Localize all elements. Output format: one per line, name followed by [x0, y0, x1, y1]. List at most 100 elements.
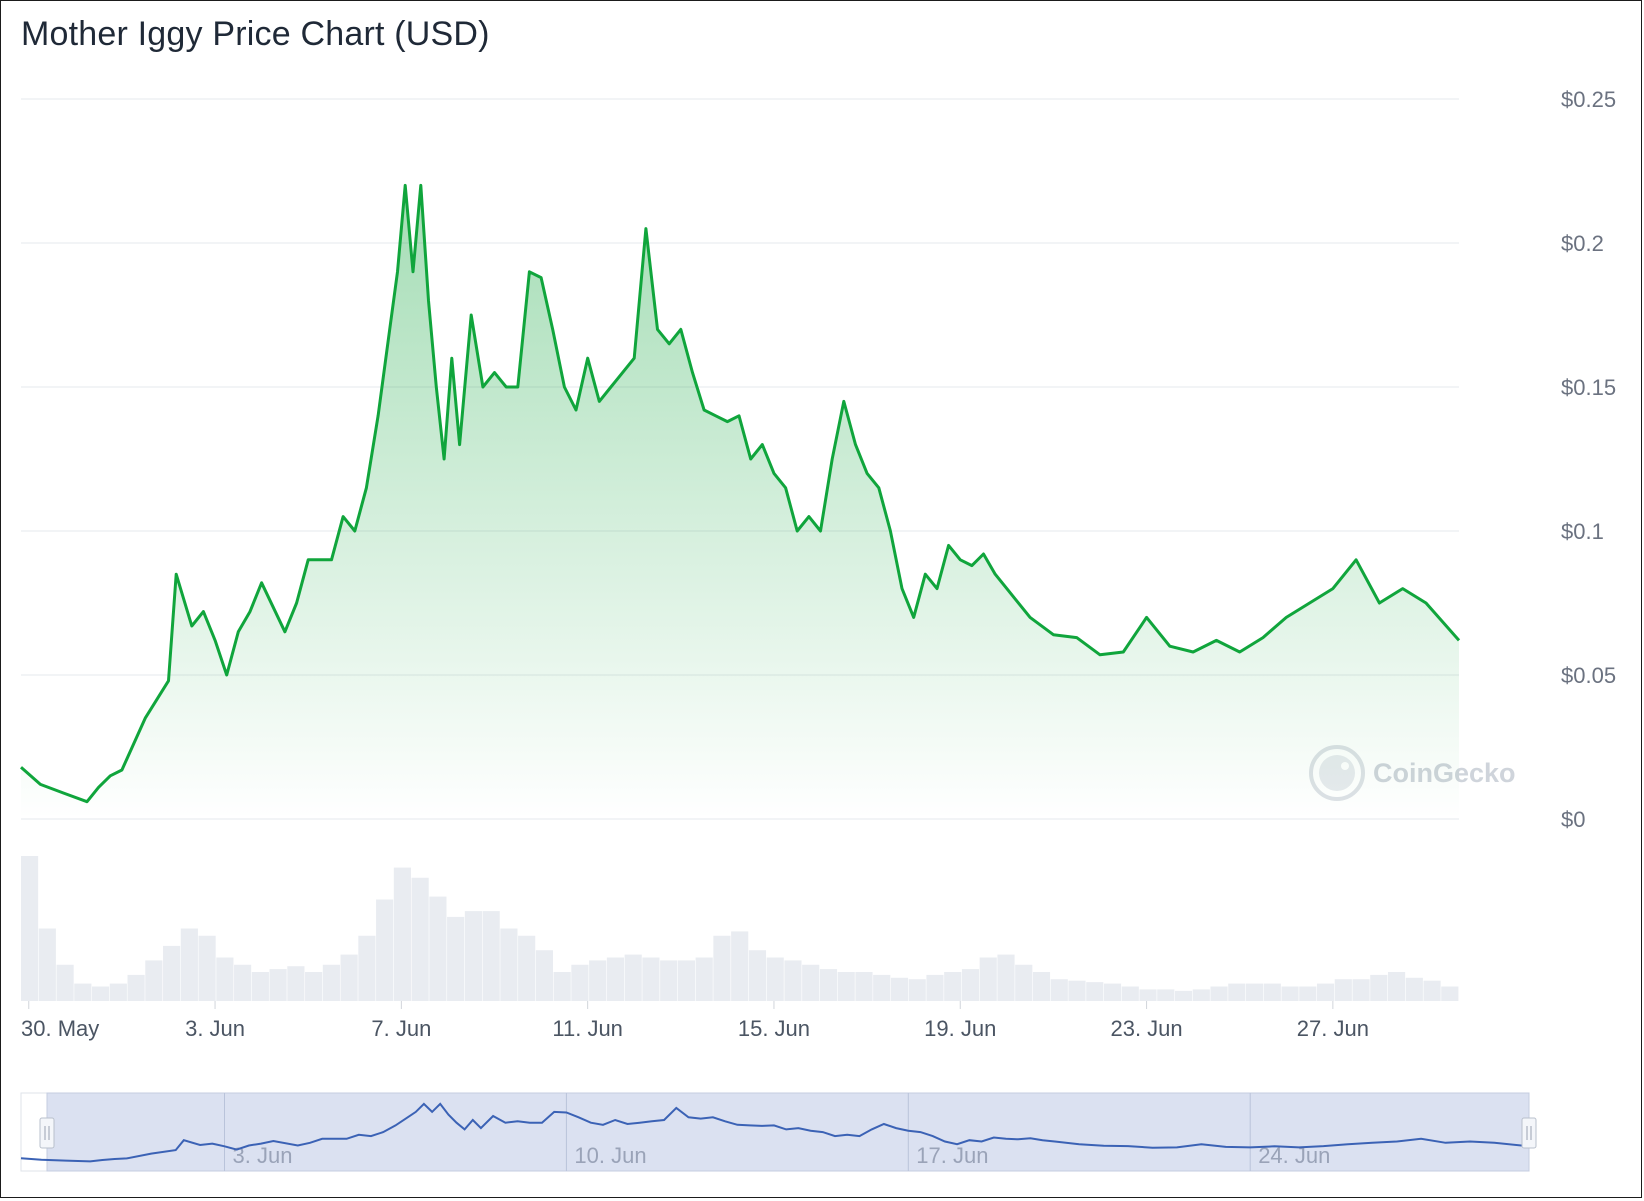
volume-bar [447, 916, 465, 1001]
volume-bar [145, 960, 163, 1001]
volume-bars [21, 856, 1459, 1001]
volume-bar [837, 972, 855, 1001]
volume-bar [961, 969, 980, 1001]
volume-bar [553, 972, 571, 1001]
volume-bar [198, 935, 216, 1001]
volume-bar [1192, 989, 1210, 1001]
volume-bar [802, 964, 820, 1001]
volume-bar [748, 950, 767, 1001]
volume-bar [1228, 983, 1246, 1001]
volume-bar [1405, 977, 1423, 1001]
navigator-tick-label: 17. Jun [916, 1143, 988, 1168]
volume-bar [216, 957, 234, 1001]
volume-bar [92, 986, 110, 1001]
volume-bar [411, 877, 429, 1001]
x-tick-label: 15. Jun [738, 1016, 810, 1041]
volume-bar [1299, 986, 1317, 1001]
volume-bar [642, 957, 660, 1001]
volume-bar [1334, 979, 1352, 1001]
y-tick-label: $0.1 [1561, 519, 1604, 544]
volume-bar [464, 911, 482, 1001]
volume-bar [571, 964, 589, 1001]
volume-bar [482, 911, 500, 1001]
x-tick-label: 11. Jun [552, 1016, 623, 1041]
volume-bar [1121, 986, 1139, 1001]
volume-bar [500, 928, 518, 1001]
volume-bar [305, 972, 323, 1001]
navigator-selection [46, 1092, 1530, 1172]
volume-bar [535, 950, 553, 1001]
volume-bar [1050, 979, 1068, 1001]
x-tick-label: 30. May [21, 1016, 99, 1041]
volume-bar [944, 972, 962, 1001]
volume-bar [1281, 986, 1299, 1001]
volume-bar [127, 974, 145, 1001]
y-tick-label: $0.25 [1561, 87, 1616, 112]
navigator[interactable]: 3. Jun 10. Jun 17. Jun 24. Jun [20, 1092, 1537, 1172]
volume-bar [1245, 983, 1264, 1001]
volume-bar [855, 972, 873, 1001]
volume-bar [713, 935, 731, 1001]
volume-bar [660, 960, 678, 1001]
navigator-price-line [20, 1102, 1530, 1163]
volume-bar [429, 896, 447, 1001]
volume-bar [873, 974, 891, 1001]
volume-bar [234, 964, 252, 1001]
volume-bar [38, 928, 56, 1001]
volume-bar [677, 960, 696, 1001]
volume-bar [1015, 964, 1033, 1001]
navigator-left-handle[interactable] [39, 1117, 55, 1149]
volume-bar [358, 935, 376, 1001]
volume-bar [1210, 986, 1228, 1001]
volume-bar [890, 977, 909, 1001]
volume-bar [1316, 983, 1335, 1001]
volume-bar [251, 972, 269, 1001]
volume-bar [269, 969, 287, 1001]
y-tick-label: $0.2 [1561, 231, 1604, 256]
volume-bar [908, 979, 926, 1001]
volume-bar [1086, 982, 1104, 1001]
volume-bar [997, 954, 1015, 1001]
volume-bar [1352, 979, 1370, 1001]
x-axis-labels: 30. May 3. Jun 7. Jun 11. Jun 15. Jun 19. Jun… [21, 1001, 1369, 1041]
navigator-right-handle[interactable] [1521, 1117, 1537, 1149]
price-line[interactable] [20, 183, 1461, 804]
volume-bar [180, 928, 198, 1001]
volume-bar [393, 867, 411, 1001]
volume-bar [695, 957, 713, 1001]
navigator-tick-label: 10. Jun [574, 1143, 646, 1168]
volume-bar [1387, 972, 1406, 1001]
volume-bar [1068, 980, 1086, 1001]
volume-bar [1423, 980, 1441, 1001]
volume-bar [624, 954, 642, 1001]
volume-bar [163, 945, 181, 1001]
volume-bar [1103, 983, 1122, 1001]
volume-bar [1032, 972, 1051, 1001]
volume-bar [1370, 974, 1388, 1001]
volume-bar [1157, 989, 1175, 1001]
volume-bar [376, 899, 394, 1001]
volume-bar [109, 983, 127, 1001]
y-tick-label: $0 [1561, 807, 1585, 832]
x-tick-label: 7. Jun [371, 1016, 431, 1041]
chart-title: Mother Iggy Price Chart (USD) [21, 15, 490, 53]
volume-bar [518, 935, 536, 1001]
x-tick-label: 23. Jun [1110, 1016, 1182, 1041]
volume-bar [819, 969, 838, 1001]
volume-bar [926, 974, 944, 1001]
volume-bar [766, 957, 784, 1001]
navigator-tick-label: 3. Jun [233, 1143, 293, 1168]
volume-bar [731, 931, 749, 1001]
volume-bar [322, 964, 340, 1001]
y-tick-label: $0.05 [1561, 663, 1616, 688]
price-area [21, 185, 1459, 819]
volume-bar [1139, 989, 1157, 1001]
x-tick-label: 27. Jun [1297, 1016, 1369, 1041]
volume-bar [340, 954, 358, 1001]
volume-bar [606, 957, 625, 1001]
volume-bar [589, 960, 607, 1001]
volume-bar [74, 983, 92, 1001]
volume-bar [784, 960, 802, 1001]
